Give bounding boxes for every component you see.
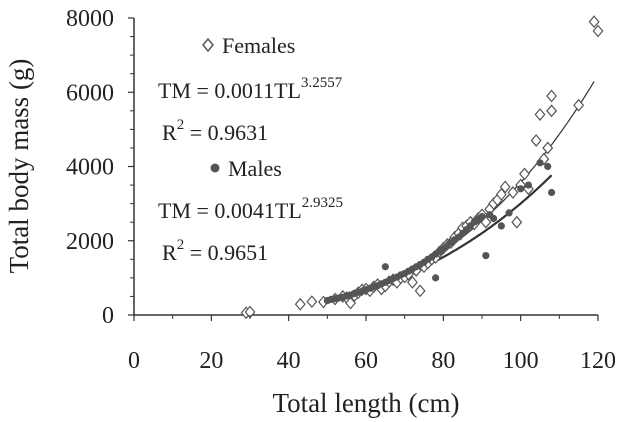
x-axis-ticks: 0 20 40 60 80 100 120: [128, 315, 616, 374]
male-data-point: [478, 213, 486, 221]
male-data-point: [544, 162, 552, 171]
female-data-point: [530, 134, 542, 147]
x-tick-label: 40: [277, 348, 301, 374]
y-axis-ticks: 0 2000 4000 6000 8000: [66, 6, 134, 329]
legend: Females Males: [202, 33, 295, 181]
y-tick-label: 8000: [66, 6, 114, 32]
male-data-point: [490, 214, 498, 223]
male-r2-exponent: 2: [177, 237, 185, 253]
male-r2-value: = 0.9651: [184, 240, 268, 265]
female-data-point: [345, 296, 356, 310]
female-r2-exponent: 2: [177, 117, 185, 133]
female-data-point: [511, 215, 523, 229]
female-data-point: [294, 297, 306, 311]
female-data-point: [507, 186, 519, 199]
male-equation-exponent: 2.9325: [302, 195, 343, 211]
y-axis-title: Total body mass (g): [4, 59, 34, 274]
male-r2-letter: R: [162, 240, 177, 265]
female-equation-exponent: 3.2557: [301, 75, 343, 91]
male-equation-base: TM = 0.0041TL: [158, 198, 302, 223]
female-data-point: [573, 98, 585, 112]
x-tick-label: 120: [580, 348, 616, 374]
female-data-point: [519, 167, 530, 181]
female-data-point: [588, 15, 600, 29]
male-data-point: [497, 222, 505, 230]
x-tick-label: 20: [199, 348, 223, 374]
y-tick-label: 2000: [66, 229, 114, 255]
male-data-point: [517, 185, 525, 193]
equations: TM = 0.0011TL3.2557 R2 = 0.9631 TM = 0.0…: [158, 75, 343, 265]
female-data-point: [495, 187, 507, 201]
legend-label-males: Males: [228, 156, 282, 181]
female-equation: TM = 0.0011TL3.2557: [158, 75, 343, 103]
female-data-point: [499, 180, 511, 194]
male-data-point: [482, 252, 490, 260]
male-r2: R2 = 0.9651: [162, 237, 268, 265]
female-data-point: [592, 24, 604, 38]
male-equation: TM = 0.0041TL2.9325: [158, 195, 343, 223]
male-points: [323, 159, 556, 305]
plot-area: [133, 15, 604, 320]
female-data-point: [406, 275, 418, 289]
female-equation-base: TM = 0.0011TL: [158, 78, 301, 103]
male-data-point: [432, 274, 440, 282]
x-tick-label: 0: [128, 348, 140, 374]
y-tick-label: 0: [102, 303, 114, 329]
filled-circle-icon: [210, 163, 220, 173]
legend-male: Males: [210, 156, 282, 181]
female-data-point: [546, 104, 558, 118]
legend-label-females: Females: [222, 33, 295, 58]
male-data-point: [548, 188, 556, 197]
male-data-point: [381, 263, 389, 271]
female-data-point: [534, 108, 546, 121]
male-data-point: [536, 159, 544, 167]
x-axis-title: Total length (cm): [272, 388, 459, 418]
y-tick-label: 6000: [66, 80, 114, 106]
female-data-point: [306, 295, 318, 309]
y-tick-label: 4000: [66, 155, 114, 181]
female-r2: R2 = 0.9631: [162, 117, 268, 145]
legend-female: Females: [202, 33, 295, 58]
x-tick-label: 60: [354, 348, 378, 374]
female-data-point: [414, 284, 426, 298]
female-data-point: [546, 89, 558, 103]
male-fit-curve: [323, 174, 553, 303]
female-r2-value: = 0.9631: [184, 120, 268, 145]
male-data-point: [505, 209, 513, 217]
open-diamond-icon: [202, 37, 214, 53]
female-r2-letter: R: [162, 120, 177, 145]
x-tick-label: 80: [431, 348, 455, 374]
male-data-point: [524, 181, 533, 189]
x-tick-label: 100: [503, 348, 539, 374]
female-data-point: [542, 141, 554, 155]
